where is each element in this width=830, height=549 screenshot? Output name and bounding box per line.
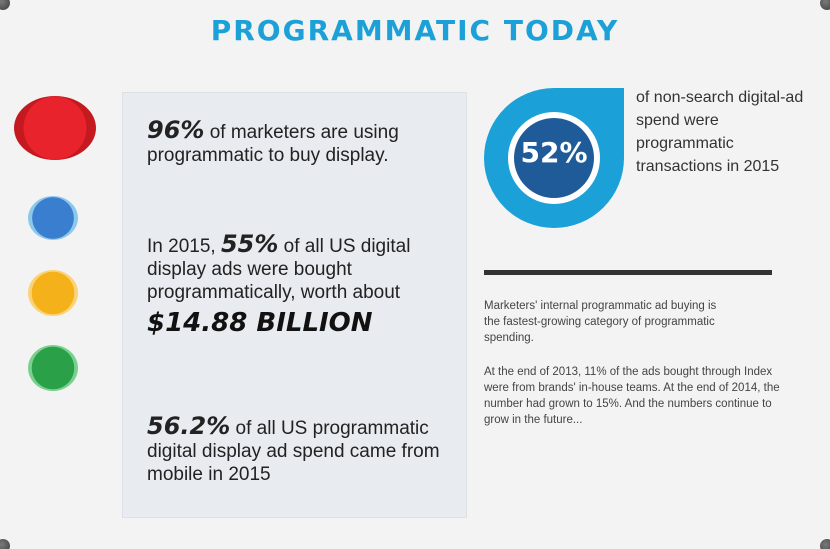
yellow-dot-icon <box>28 270 78 316</box>
note-index-growth: At the end of 2013, 11% of the ads bough… <box>484 366 780 426</box>
gauge-description: of non-search digital-ad spend were prog… <box>636 89 804 175</box>
corner-pin-icon <box>820 539 830 549</box>
stats-panel: 96% of marketers are using programmatic … <box>122 92 467 518</box>
stat-mobile: 56.2% of all US programmatic digital dis… <box>147 412 457 486</box>
stat-us-display: In 2015, 55% of all US digital display a… <box>147 230 457 338</box>
corner-pin-icon <box>820 0 830 10</box>
section-divider <box>484 270 772 275</box>
page-title: PROGRAMMATIC TODAY <box>210 14 620 47</box>
stat-marketers-text: of marketers are using programmatic to b… <box>147 122 399 166</box>
stat-us-display-text: of all US digital display ads were bough… <box>147 236 411 303</box>
stat-mobile-value: 56.2% <box>147 412 231 440</box>
gauge-inner-circle <box>514 118 594 198</box>
red-dot-icon <box>14 96 96 160</box>
stat-mobile-text: of all US programmatic digital display a… <box>147 418 440 485</box>
stat-us-display-prefix: In 2015, <box>147 236 221 257</box>
corner-pin-icon <box>0 539 10 549</box>
stat-marketers: 96% of marketers are using programmatic … <box>147 116 457 167</box>
green-dot-icon <box>28 345 78 391</box>
corner-pin-icon <box>0 0 10 10</box>
stat-us-display-value: 55% <box>220 230 279 258</box>
gauge-value: 52% <box>520 136 588 169</box>
note-in-house-buying: Marketers' internal programmatic ad buyi… <box>484 300 717 344</box>
stat-marketers-value: 96% <box>147 116 205 144</box>
blue-dot-icon <box>28 196 78 240</box>
stat-us-display-money: $14.88 BILLION <box>147 308 373 338</box>
gauge-52-percent <box>484 88 624 228</box>
